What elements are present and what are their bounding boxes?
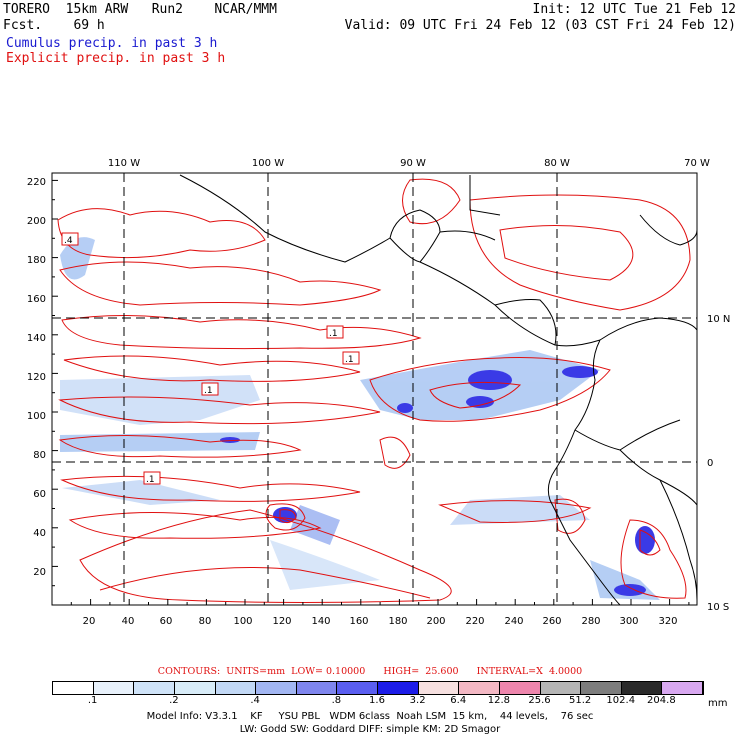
colorbar-label: 102.4 <box>606 695 636 706</box>
colorbar-swatch <box>296 682 338 694</box>
lat-label: 0 <box>707 458 713 469</box>
colorbar-swatch <box>621 682 663 694</box>
colorbar-swatch <box>662 682 703 694</box>
x-tick-label: 160 <box>349 616 368 627</box>
colorbar-swatch <box>337 682 378 694</box>
lon-label: 70 W <box>684 158 710 169</box>
x-tick-label: 120 <box>272 616 291 627</box>
colorbar-swatch <box>93 682 135 694</box>
colorbar-unit: mm <box>708 698 728 709</box>
top-lon-labels: 110 W 100 W 90 W 80 W 70 W <box>108 158 710 169</box>
colorbar-label: 25.6 <box>528 695 551 706</box>
x-tick-label: 260 <box>542 616 561 627</box>
right-lat-labels: 10 N 0 10 S <box>707 314 730 613</box>
x-tick-label: 40 <box>122 616 135 627</box>
x-tick-label: 300 <box>619 616 638 627</box>
y-tick-label: 160 <box>27 294 46 305</box>
y-tick-label: 20 <box>33 567 46 578</box>
x-tick-label: 320 <box>658 616 677 627</box>
x-tick-label: 20 <box>83 616 96 627</box>
header-left-line2: Fcst. 69 h <box>3 18 105 33</box>
left-y-labels: 220 200 180 160 140 120 100 80 60 40 20 <box>27 177 46 578</box>
lon-label: 110 W <box>108 158 140 169</box>
y-tick-label: 120 <box>27 372 46 383</box>
colorbar <box>52 681 704 695</box>
lon-label: 80 W <box>544 158 570 169</box>
contour-labels: .4 .1 .1 .1 .1 <box>61 232 360 485</box>
lon-label: 90 W <box>400 158 426 169</box>
colorbar-swatch <box>581 682 622 694</box>
colorbar-label: 3.2 <box>409 695 426 706</box>
colorbar-label: .4 <box>250 695 260 706</box>
header-valid: Valid: 09 UTC Fri 24 Feb 12 (03 CST Fri … <box>344 18 736 33</box>
bottom-x-labels: 20 40 60 80 100 120 140 160 180 200 220 … <box>83 616 678 627</box>
model-info: Model Info: V3.3.1 KF YSU PBL WDM 6class… <box>146 711 594 722</box>
lat-label: 10 N <box>707 314 730 325</box>
colorbar-swatch <box>418 682 460 694</box>
colorbar-label: .2 <box>169 695 179 706</box>
colorbar-swatch <box>174 682 216 694</box>
colorbar-swatch <box>540 682 582 694</box>
y-tick-label: 100 <box>27 411 46 422</box>
x-tick-label: 60 <box>160 616 173 627</box>
precip-map: .4 .1 .1 .1 .1 110 W 100 W 90 W 80 W 70 … <box>27 158 730 627</box>
colorbar-label: 12.8 <box>487 695 510 706</box>
colorbar-label: 204.8 <box>647 695 676 706</box>
contour-label: .1 <box>204 386 213 396</box>
contour-label: .1 <box>329 329 338 339</box>
colorbar-swatch <box>256 682 297 694</box>
colorbar-swatch <box>215 682 257 694</box>
x-tick-label: 280 <box>581 616 600 627</box>
legend-explicit: Explicit precip. in past 3 h <box>6 51 226 66</box>
graticule <box>52 173 697 605</box>
x-tick-label: 80 <box>199 616 212 627</box>
lon-label: 100 W <box>252 158 284 169</box>
x-tick-label: 180 <box>388 616 407 627</box>
colorbar-swatch <box>378 682 419 694</box>
physics-info: LW: Godd SW: Goddard DIFF: simple KM: 2D… <box>239 724 501 735</box>
contour-label: .1 <box>345 355 354 365</box>
colorbar-swatch <box>53 682 94 694</box>
header-init: Init: 12 UTC Tue 21 Feb 12 <box>532 2 737 17</box>
colorbar-label: 51.2 <box>568 695 592 706</box>
tick-marks <box>51 179 690 606</box>
x-tick-label: 240 <box>504 616 523 627</box>
y-tick-label: 40 <box>33 528 46 539</box>
colorbar-label: 6.4 <box>450 695 467 706</box>
colorbar-swatch <box>499 682 541 694</box>
x-tick-label: 140 <box>311 616 330 627</box>
legend-cumulus: Cumulus precip. in past 3 h <box>6 36 218 51</box>
colorbar-labels: .1 .2 .4 .8 1.6 3.2 6.4 12.8 25.6 51.2 102.4 204.8 <box>0 695 740 707</box>
y-tick-label: 200 <box>27 216 46 227</box>
contours-info: CONTOURS: UNITS=mm LOW= 0.10000 HIGH= 25… <box>157 666 583 677</box>
colorbar-label: .1 <box>87 695 98 706</box>
header-left-line1: TORERO 15km ARW Run2 NCAR/MMM <box>3 2 277 17</box>
coastlines <box>179 174 697 605</box>
y-tick-label: 60 <box>33 489 46 500</box>
x-tick-label: 200 <box>426 616 445 627</box>
y-tick-label: 180 <box>27 255 46 266</box>
colorbar-swatch <box>134 682 175 694</box>
y-tick-label: 140 <box>27 333 46 344</box>
contour-label: .4 <box>64 236 73 246</box>
colorbar-swatch <box>459 682 500 694</box>
x-tick-label: 220 <box>465 616 484 627</box>
explicit-contours <box>57 178 691 603</box>
contour-label: .1 <box>146 475 155 485</box>
colorbar-label: .8 <box>331 695 342 706</box>
colorbar-label: 1.6 <box>369 695 385 706</box>
x-tick-label: 100 <box>233 616 252 627</box>
y-tick-label: 220 <box>27 177 46 188</box>
y-tick-label: 80 <box>33 450 46 461</box>
lat-label: 10 S <box>707 602 729 613</box>
